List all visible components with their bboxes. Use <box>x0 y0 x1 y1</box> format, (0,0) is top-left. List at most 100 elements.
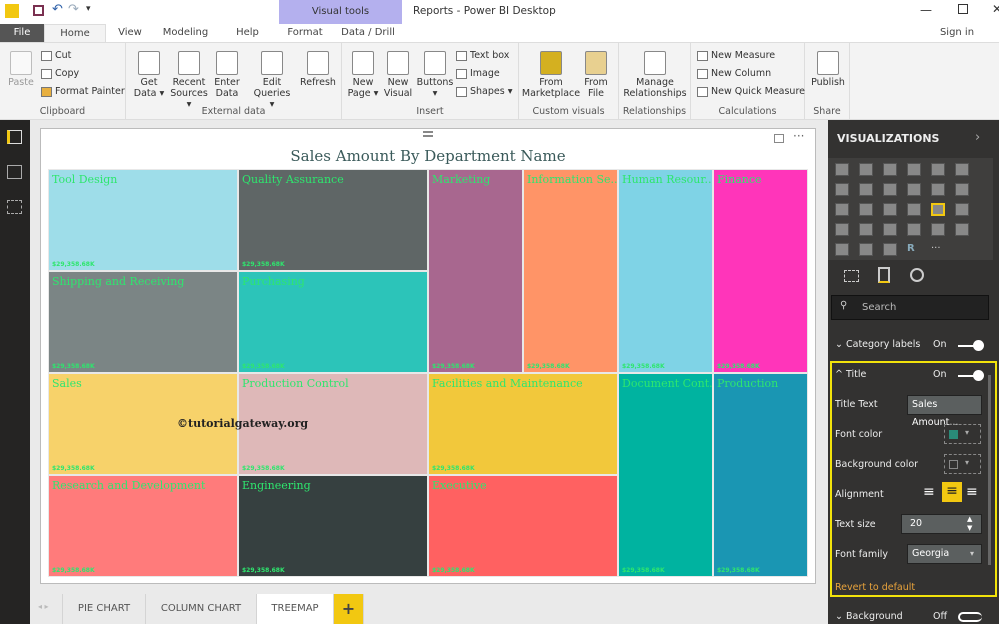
text-box-button[interactable]: Text box <box>456 50 509 61</box>
tab-view[interactable]: View <box>118 27 142 38</box>
treemap-tile[interactable]: Facilities and Maintenance $29,358.68K <box>428 373 618 475</box>
treemap-tile[interactable]: Quality Assurance $29,358.68K <box>238 169 428 271</box>
line-clustered-visual-icon[interactable] <box>931 183 945 196</box>
tab-modeling[interactable]: Modeling <box>162 27 209 38</box>
close-button[interactable]: ✕ <box>992 2 999 16</box>
font-color-picker[interactable]: ▾ <box>944 424 981 444</box>
undo-icon[interactable]: ↶ <box>52 2 63 17</box>
map-visual-icon[interactable] <box>955 203 969 216</box>
treemap-tile[interactable]: Shipping and Receiving $29,358.68K <box>48 271 238 373</box>
new-visual-button[interactable]: New Visual <box>382 51 414 99</box>
card-visual-icon[interactable] <box>907 223 921 236</box>
collapse-pane-icon[interactable]: › <box>975 130 981 145</box>
new-quick-measure-button[interactable]: New Quick Measure <box>697 86 805 97</box>
search-input[interactable]: ⚲ Search <box>831 295 989 320</box>
shapes-button[interactable]: Shapes ▾ <box>456 86 513 97</box>
background-toggle[interactable] <box>958 612 982 622</box>
revert-to-default-link[interactable]: Revert to default <box>835 582 916 593</box>
funnel-visual-icon[interactable] <box>859 223 873 236</box>
analytics-tab-icon[interactable] <box>910 268 924 282</box>
treemap-tile[interactable]: Human Resour... $29,358.68K <box>618 169 713 373</box>
waterfall-visual-icon[interactable] <box>835 203 849 216</box>
align-center-button[interactable]: ≡ <box>942 482 962 502</box>
report-view-icon[interactable] <box>7 130 22 144</box>
clustered-bar-visual-icon[interactable] <box>883 163 897 176</box>
align-right-button[interactable]: ≡ <box>966 484 978 500</box>
get-data-button[interactable]: Get Data ▾ <box>130 51 168 99</box>
category-labels-header[interactable]: ⌄ Category labels <box>835 339 920 350</box>
treemap-tile[interactable]: Marketing $29,358.68K <box>428 169 523 373</box>
more-visual-icon[interactable]: ··· <box>931 243 941 254</box>
donut-visual-icon[interactable] <box>907 203 921 216</box>
refresh-button[interactable]: Refresh <box>298 51 338 88</box>
minimize-button[interactable]: — <box>920 3 932 17</box>
stacked-area-visual-icon[interactable] <box>883 183 897 196</box>
buttons-button[interactable]: Buttons ▾ <box>416 51 454 99</box>
r-visual-visual-icon[interactable]: R <box>907 243 915 254</box>
text-size-stepper[interactable]: 20 ▲ ▼ <box>901 514 982 534</box>
from-marketplace-button[interactable]: From Marketplace <box>521 51 581 99</box>
stacked-column-visual-icon[interactable] <box>859 163 873 176</box>
stacked-bar-visual-icon[interactable] <box>835 163 849 176</box>
kpi-visual-icon[interactable] <box>955 223 969 236</box>
manage-relationships-button[interactable]: Manage Relationships <box>621 51 689 99</box>
relationships-view-icon[interactable] <box>7 200 22 214</box>
sign-in-link[interactable]: Sign in <box>939 27 975 38</box>
slicer-visual-icon[interactable] <box>835 243 849 256</box>
new-measure-button[interactable]: New Measure <box>697 50 775 61</box>
100-column-visual-icon[interactable] <box>955 163 969 176</box>
page-tab-column-chart[interactable]: COLUMN CHART <box>146 594 257 624</box>
format-painter-button[interactable]: Format Painter <box>41 86 125 97</box>
new-page-button[interactable]: New Page ▾ <box>346 51 380 99</box>
from-file-button[interactable]: From File <box>581 51 611 99</box>
line-visual-icon[interactable] <box>835 183 849 196</box>
treemap-tile[interactable]: Document Cont... $29,358.68K <box>618 373 713 577</box>
format-tab-icon[interactable] <box>878 267 890 283</box>
tab-help[interactable]: Help <box>236 27 259 38</box>
title-toggle[interactable] <box>958 370 984 381</box>
treemap-tile[interactable]: Information Se... $29,358.68K <box>523 169 618 373</box>
enter-data-button[interactable]: Enter Data <box>212 51 242 99</box>
image-button[interactable]: Image <box>456 68 500 79</box>
page-tab-pie-chart[interactable]: PIE CHART <box>62 594 146 624</box>
clustered-column-visual-icon[interactable] <box>907 163 921 176</box>
pie-visual-icon[interactable] <box>883 203 897 216</box>
fields-tab-icon[interactable] <box>844 270 859 282</box>
more-options-icon[interactable]: ··· <box>793 129 805 143</box>
scatter-visual-icon[interactable] <box>859 203 873 216</box>
tab-file[interactable]: File <box>0 24 44 42</box>
treemap-tile[interactable]: Production $29,358.68K <box>713 373 808 577</box>
copy-button[interactable]: Copy <box>41 68 79 79</box>
page-tab-treemap[interactable]: TREEMAP <box>257 594 334 624</box>
treemap-tile[interactable]: Engineering $29,358.68K <box>238 475 428 577</box>
gauge-visual-icon[interactable] <box>883 223 897 236</box>
100-bar-visual-icon[interactable] <box>931 163 945 176</box>
treemap-tile[interactable]: Production Control $29,358.68K <box>238 373 428 475</box>
drag-handle-icon[interactable] <box>423 131 433 137</box>
treemap-tile[interactable]: Research and Development $29,358.68K <box>48 475 238 577</box>
edit-queries-button[interactable]: Edit Queries ▾ <box>252 51 292 110</box>
treemap-visual-icon[interactable] <box>931 203 945 216</box>
new-column-button[interactable]: New Column <box>697 68 771 79</box>
customize-toolbar-icon[interactable]: ▾ <box>86 4 91 14</box>
table-visual-icon[interactable] <box>859 243 873 256</box>
background-section-header[interactable]: ⌄ Background <box>835 611 903 622</box>
publish-button[interactable]: Publish <box>809 51 847 88</box>
recent-sources-button[interactable]: Recent Sources ▾ <box>168 51 210 110</box>
tab-format[interactable]: Format <box>287 27 323 38</box>
background-color-picker[interactable]: ▾ <box>944 454 981 474</box>
matrix-visual-icon[interactable] <box>883 243 897 256</box>
ribbon-visual-icon[interactable] <box>955 183 969 196</box>
treemap-tile[interactable]: Finance $29,358.68K <box>713 169 808 373</box>
title-text-input[interactable]: Sales Amount... <box>907 395 982 428</box>
maximize-button[interactable] <box>958 4 968 14</box>
add-page-button[interactable]: + <box>334 594 364 624</box>
filled-map-visual-icon[interactable] <box>835 223 849 236</box>
align-left-button[interactable]: ≡ <box>923 484 935 500</box>
area-visual-icon[interactable] <box>859 183 873 196</box>
save-icon[interactable] <box>33 5 44 16</box>
treemap-tile[interactable]: Tool Design $29,358.68K <box>48 169 238 271</box>
treemap-tile[interactable]: Sales $29,358.68K <box>48 373 238 475</box>
tab-home[interactable]: Home <box>44 24 106 42</box>
treemap-tile[interactable]: Purchasing $29,358.68K <box>238 271 428 373</box>
